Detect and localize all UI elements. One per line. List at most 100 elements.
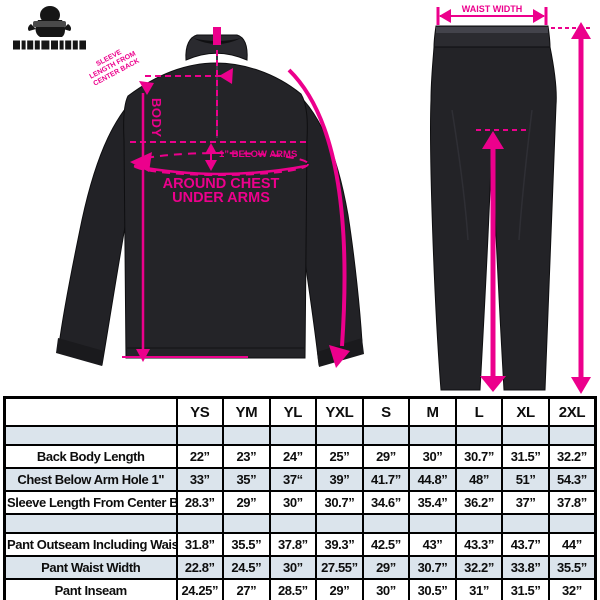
jacket-illustration bbox=[56, 34, 364, 367]
spacer-row bbox=[3, 425, 597, 446]
column-header: M bbox=[408, 396, 457, 427]
jacket-annotations bbox=[122, 27, 350, 368]
sleeve-arrowhead bbox=[329, 345, 350, 368]
pants-illustration bbox=[430, 25, 557, 391]
ellipse-arrowhead bbox=[130, 152, 152, 172]
table-cell: 29” bbox=[361, 444, 411, 469]
center-back-tick bbox=[213, 27, 221, 45]
column-header: YM bbox=[222, 396, 271, 427]
table-cell: 35.4” bbox=[408, 490, 457, 515]
sleeve-note: SLEEVE LENGTH FROM CENTER BACK bbox=[88, 49, 140, 88]
measurement-diagram: SLEEVE LENGTH FROM CENTER BACK BODY 1” B… bbox=[13, 4, 592, 394]
column-header: YS bbox=[175, 396, 225, 427]
diagram-canvas: SLEEVE LENGTH FROM CENTER BACK BODY 1” B… bbox=[13, 4, 592, 394]
spacer-cell bbox=[175, 425, 225, 446]
table-cell: 30.5” bbox=[408, 578, 457, 600]
sleeve-length-line bbox=[287, 68, 347, 347]
table-cell: 42.5” bbox=[361, 532, 411, 557]
spacer-cell bbox=[501, 513, 550, 534]
spacer-cell bbox=[3, 513, 178, 534]
table-cell: 31.8” bbox=[175, 532, 225, 557]
table-cell: 32.2” bbox=[547, 444, 597, 469]
column-header: YXL bbox=[315, 396, 364, 427]
table-cell: 37“ bbox=[268, 467, 318, 492]
table-cell: 44.8” bbox=[408, 467, 457, 492]
table-cell: 39.3” bbox=[315, 532, 364, 557]
table-cell: 33” bbox=[175, 467, 225, 492]
table-cell: 37.8” bbox=[268, 532, 318, 557]
table-cell: 22.8” bbox=[175, 555, 225, 580]
spacer-cell bbox=[501, 425, 550, 446]
column-header: 2XL bbox=[547, 396, 597, 427]
column-header: S bbox=[361, 396, 411, 427]
table-row: Pant Inseam 24.25” 27” 28.5” 29” 30” 30.… bbox=[3, 578, 597, 600]
table-cell: 30.7” bbox=[454, 444, 504, 469]
spacer-cell bbox=[547, 513, 597, 534]
spacer-cell bbox=[454, 425, 504, 446]
table-row: Chest Below Arm Hole 1" 33” 35” 37“ 39” … bbox=[3, 467, 597, 492]
spacer-cell bbox=[361, 425, 411, 446]
spacer-cell bbox=[547, 425, 597, 446]
table-row: Sleeve Length From Center Back 28.3” 29”… bbox=[3, 490, 597, 515]
penguin-mascot-icon bbox=[27, 6, 72, 37]
down-arrowhead bbox=[136, 349, 150, 362]
column-header: L bbox=[454, 396, 504, 427]
body-label: BODY bbox=[149, 98, 164, 138]
table-cell: 43.3” bbox=[454, 532, 504, 557]
table-cell: 43” bbox=[408, 532, 457, 557]
table-cell: 29” bbox=[315, 578, 364, 600]
spacer-cell bbox=[222, 513, 271, 534]
size-table-section: YS YM YL YXL S M L XL 2XL Back Body Leng… bbox=[0, 396, 600, 600]
table-cell: 22” bbox=[175, 444, 225, 469]
spacer-cell bbox=[175, 513, 225, 534]
table-cell: 28.3” bbox=[175, 490, 225, 515]
table-cell: 27.55” bbox=[315, 555, 364, 580]
header-row: YS YM YL YXL S M L XL 2XL bbox=[3, 396, 597, 427]
table-cell: 30” bbox=[268, 555, 318, 580]
table-cell: 31” bbox=[454, 578, 504, 600]
table-cell: 54.3” bbox=[547, 467, 597, 492]
table-cell: 35.5” bbox=[547, 555, 597, 580]
column-header: XL bbox=[501, 396, 550, 427]
column-header: YL bbox=[268, 396, 318, 427]
spacer-cell bbox=[315, 513, 364, 534]
waist-width-label: WAIST WIDTH bbox=[462, 4, 523, 14]
table-cell: 29” bbox=[222, 490, 271, 515]
row-label: Pant Inseam bbox=[3, 578, 178, 600]
spacer-cell bbox=[408, 425, 457, 446]
header-empty-cell bbox=[3, 396, 178, 427]
below-arms-label: 1” BELOW ARMS bbox=[219, 149, 297, 160]
spacer-row bbox=[3, 513, 597, 534]
table-cell: 29” bbox=[361, 555, 411, 580]
row-label: Pant Waist Width bbox=[3, 555, 178, 580]
table-cell: 31.5” bbox=[501, 444, 550, 469]
around-chest-label-line2: UNDER ARMS bbox=[172, 190, 270, 206]
table-cell: 23” bbox=[222, 444, 271, 469]
row-label: Chest Below Arm Hole 1" bbox=[3, 467, 178, 492]
size-chart-table: YS YM YL YXL S M L XL 2XL Back Body Leng… bbox=[3, 396, 597, 600]
spacer-cell bbox=[3, 425, 178, 446]
spacer-cell bbox=[268, 513, 318, 534]
table-row: Back Body Length 22” 23” 24” 25” 29” 30”… bbox=[3, 444, 597, 469]
row-label: Sleeve Length From Center Back bbox=[3, 490, 178, 515]
table-cell: 24” bbox=[268, 444, 318, 469]
table-cell: 35” bbox=[222, 467, 271, 492]
around-chest-label-line1: AROUND CHEST bbox=[163, 176, 280, 192]
table-cell: 35.5” bbox=[222, 532, 271, 557]
table-cell: 36.2” bbox=[454, 490, 504, 515]
table-cell: 33.8” bbox=[501, 555, 550, 580]
table-cell: 37.8” bbox=[547, 490, 597, 515]
table-cell: 30.7” bbox=[408, 555, 457, 580]
spacer-cell bbox=[222, 425, 271, 446]
pants-annotations bbox=[436, 7, 592, 394]
brand-logo bbox=[13, 6, 86, 50]
table-cell: 28.5” bbox=[268, 578, 318, 600]
table-cell: 24.5” bbox=[222, 555, 271, 580]
table-cell: 30.7” bbox=[315, 490, 364, 515]
row-label: Back Body Length bbox=[3, 444, 178, 469]
table-cell: 30” bbox=[268, 490, 318, 515]
table-cell: 25” bbox=[315, 444, 364, 469]
table-row: Pant Waist Width 22.8” 24.5” 30” 27.55” … bbox=[3, 555, 597, 580]
table-cell: 44” bbox=[547, 532, 597, 557]
spacer-cell bbox=[315, 425, 364, 446]
